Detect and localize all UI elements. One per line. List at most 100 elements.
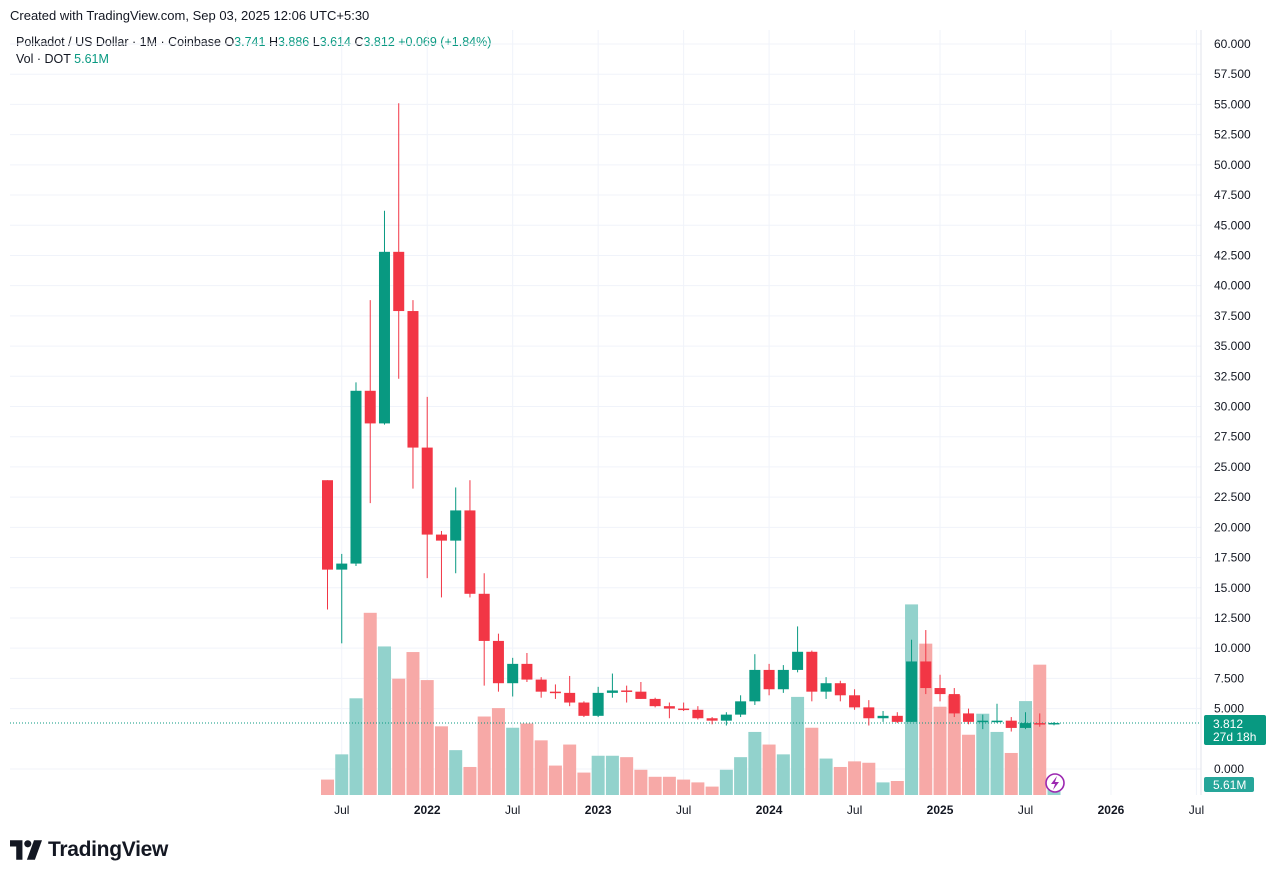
volume-bar bbox=[862, 762, 876, 795]
volume-bar bbox=[976, 713, 990, 795]
candle bbox=[777, 665, 789, 693]
candle-body bbox=[378, 251, 390, 424]
volume-bar bbox=[563, 744, 577, 795]
time-tick-label: Jul bbox=[847, 803, 862, 817]
candle bbox=[849, 689, 861, 710]
candle-body bbox=[1034, 723, 1046, 725]
candle-body bbox=[834, 683, 846, 696]
legend-symbol[interactable]: Polkadot / US Dollar · 1M · Coinbase bbox=[16, 35, 221, 49]
legend-low-label: L bbox=[312, 35, 320, 49]
price-badge-countdown: 27d 18h bbox=[1213, 730, 1256, 744]
volume-bar bbox=[420, 680, 434, 795]
price-tick-label: 35.000 bbox=[1214, 339, 1251, 353]
candle bbox=[1034, 713, 1046, 727]
tradingview-logo-text: TradingView bbox=[48, 838, 169, 861]
price-tick-label: 52.500 bbox=[1214, 128, 1251, 142]
volume-bar bbox=[848, 761, 862, 795]
candle-body bbox=[606, 690, 618, 693]
candle bbox=[535, 677, 547, 698]
legend-volume-label[interactable]: Vol · DOT bbox=[16, 52, 71, 66]
candle-body bbox=[478, 593, 490, 641]
candle bbox=[977, 714, 989, 730]
candle bbox=[735, 695, 747, 718]
candle-body bbox=[763, 669, 775, 690]
candle-body bbox=[521, 663, 533, 680]
candle-body bbox=[749, 669, 761, 702]
volume-bar bbox=[805, 727, 819, 795]
price-tick-label: 0.000 bbox=[1214, 762, 1244, 776]
volume-bar bbox=[449, 750, 463, 795]
legend-high-label: H bbox=[268, 35, 278, 49]
candle bbox=[749, 654, 761, 705]
candle bbox=[492, 633, 504, 692]
candle-body bbox=[977, 720, 989, 723]
candle bbox=[478, 573, 490, 686]
candle bbox=[378, 210, 390, 425]
volume-bar bbox=[762, 744, 776, 795]
volume-bar bbox=[933, 706, 947, 795]
candle bbox=[564, 675, 576, 707]
volume-bar bbox=[776, 754, 790, 795]
volume-bar bbox=[634, 769, 648, 795]
volume-bar bbox=[705, 786, 719, 795]
volume-badge: 5.61M bbox=[1204, 777, 1254, 792]
candle-body bbox=[549, 691, 561, 694]
price-axis[interactable]: 60.000 57.500 55.000 52.500 50.000 47.500 45.0… bbox=[1214, 37, 1251, 776]
time-tick-label: Jul bbox=[334, 803, 349, 817]
candle bbox=[578, 701, 590, 718]
candle bbox=[891, 712, 903, 724]
price-tick-label: 40.000 bbox=[1214, 279, 1251, 293]
candle-body bbox=[435, 534, 447, 541]
candle-body bbox=[421, 447, 433, 535]
volume-bar bbox=[620, 757, 634, 795]
price-tick-label: 60.000 bbox=[1214, 37, 1251, 51]
volume-bar bbox=[962, 734, 976, 795]
candle bbox=[1020, 712, 1032, 730]
candle bbox=[606, 673, 618, 698]
candle bbox=[521, 653, 533, 682]
volume-bar bbox=[520, 723, 534, 795]
candle bbox=[393, 103, 405, 379]
time-tick-label: Jul bbox=[676, 803, 691, 817]
volume-bar bbox=[662, 776, 676, 795]
volume-bar bbox=[335, 754, 349, 795]
price-tick-label: 57.500 bbox=[1214, 67, 1251, 81]
volume-bar bbox=[477, 716, 491, 795]
candle bbox=[720, 712, 732, 726]
candle bbox=[834, 680, 846, 702]
chart-grid bbox=[10, 30, 1201, 795]
volume-bar bbox=[591, 755, 605, 795]
lightning-icon[interactable] bbox=[1045, 773, 1065, 793]
price-badge: 3.812 27d 18h bbox=[1204, 715, 1266, 745]
candle bbox=[678, 702, 690, 711]
candle bbox=[706, 717, 718, 725]
price-badge-bg bbox=[1204, 715, 1266, 745]
legend-volume-value: 5.61M bbox=[74, 52, 109, 66]
price-tick-label: 50.000 bbox=[1214, 158, 1251, 172]
candle-body bbox=[678, 708, 690, 711]
candle bbox=[322, 480, 333, 610]
candle-body bbox=[1005, 720, 1017, 728]
candle bbox=[364, 300, 376, 504]
candle bbox=[336, 553, 348, 644]
chart-legend: Polkadot / US Dollar · 1M · Coinbase O 3.… bbox=[16, 34, 491, 68]
volume-bar bbox=[548, 765, 562, 795]
volume-bar bbox=[947, 695, 961, 795]
tradingview-logo-icon bbox=[10, 840, 42, 860]
candle bbox=[507, 657, 519, 697]
candles bbox=[322, 103, 1060, 732]
volume-bar bbox=[819, 758, 833, 795]
candle-body bbox=[963, 713, 975, 722]
candle-body bbox=[948, 694, 960, 714]
candle-body bbox=[891, 715, 903, 722]
price-tick-label: 27.500 bbox=[1214, 430, 1251, 444]
candle-body bbox=[649, 698, 661, 707]
candle-body bbox=[735, 701, 747, 715]
time-axis[interactable]: Jul 2022 Jul 2023 Jul 2024 Jul 2025 Jul 2026 Jul bbox=[334, 803, 1204, 817]
candle bbox=[649, 697, 661, 708]
legend-open-label: O bbox=[224, 35, 235, 49]
volume-bar bbox=[1004, 752, 1018, 795]
tradingview-logo[interactable]: TradingView bbox=[10, 838, 168, 862]
legend-close-value: 3.812 bbox=[363, 35, 395, 49]
